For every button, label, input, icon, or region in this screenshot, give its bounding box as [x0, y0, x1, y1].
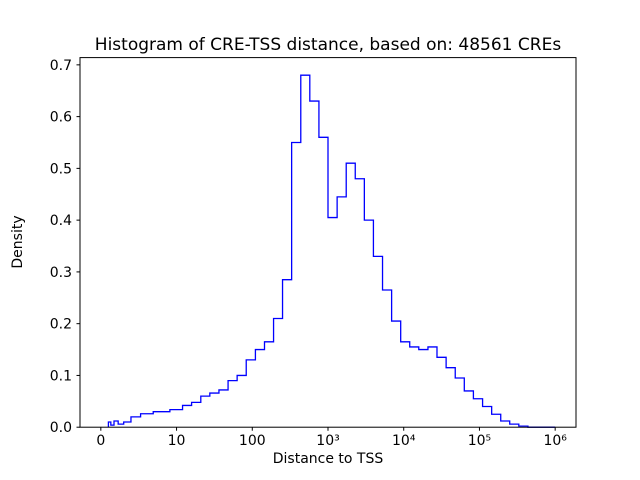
x-tick-label: 10⁴: [392, 433, 416, 449]
y-tick-label: 0.6: [50, 110, 72, 126]
y-tick-label: 0.2: [50, 317, 72, 333]
axes-spines: [79, 57, 577, 428]
plot-area: [80, 57, 576, 428]
x-tick-label: 0: [96, 433, 105, 449]
histogram-line: [107, 74, 556, 428]
x-axis-label: Distance to TSS: [273, 451, 384, 467]
y-tick-label: 0.7: [50, 58, 72, 74]
y-tick-label: 0.3: [50, 265, 72, 281]
x-tick-label: 10⁶: [543, 433, 567, 449]
y-axis-label: Density: [10, 215, 26, 268]
y-tick-label: 0.4: [50, 213, 72, 229]
y-tick-label: 0.1: [50, 368, 72, 384]
y-tick-label: 0.5: [50, 161, 72, 177]
y-axis-ticks: 0.0 0.1 0.2 0.3 0.4 0.5 0.6 0.7: [50, 58, 80, 436]
x-tick-label: 10⁵: [468, 433, 491, 449]
x-tick-label: 10: [168, 433, 186, 449]
x-axis-ticks: 0 10 100 10³ 10⁴ 10⁵ 10⁶: [96, 427, 567, 449]
y-tick-label: 0.0: [50, 420, 72, 436]
x-tick-label: 10³: [316, 433, 339, 449]
chart-title: Histogram of CRE-TSS distance, based on:…: [95, 35, 562, 55]
x-tick-label: 100: [239, 433, 266, 449]
